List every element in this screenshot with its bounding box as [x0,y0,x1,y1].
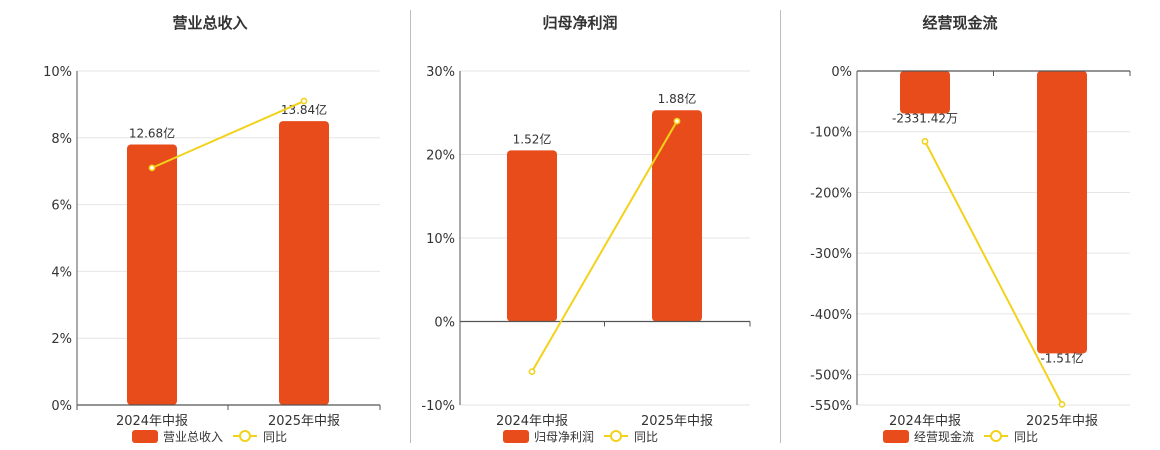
chart-title: 经营现金流 [922,14,997,32]
bar-value-label: 1.88亿 [658,91,697,106]
bar-value-label: 12.68亿 [129,125,175,140]
legend-line-label: 同比 [634,430,658,444]
yoy-point [673,117,681,125]
x-tick-label: 2025年中报 [1026,414,1098,429]
y-tick-label: 10% [426,232,455,247]
yoy-line [924,140,1063,405]
y-tick-label: -550% [810,399,852,414]
legend-line-label: 同比 [1014,430,1038,444]
yoy-line [531,120,678,373]
legend-line-marker [239,430,251,442]
yoy-point [300,97,308,105]
legend-bar-label: 归母净利润 [534,430,594,444]
y-tick-label: 2% [51,332,72,347]
legend-bar-label: 营业总收入 [163,430,223,444]
legend-bar-label: 经营现金流 [914,429,974,444]
yoy-point [921,138,929,145]
y-tick-label: 0% [434,316,455,331]
yoy-point [528,368,536,375]
y-tick-label: 4% [51,265,72,280]
x-tick-label: 2024年中报 [496,414,568,429]
y-tick-label: 8% [51,132,72,147]
bar [652,110,702,322]
bar-value-label: -2331.42万 [892,112,958,126]
legend-bar-swatch [132,430,158,443]
chart-title: 营业总收入 [172,14,247,32]
yoy-line [151,100,305,169]
y-tick-label: -400% [810,308,852,323]
y-tick-label: 10% [43,65,72,80]
panel-divider-1 [410,10,411,443]
y-tick-label: 30% [426,65,455,80]
y-tick-label: 0% [831,65,852,80]
x-tick-label: 2025年中报 [268,414,340,429]
bar [127,144,177,406]
x-tick-label: 2025年中报 [641,414,713,429]
legend-line-marker [610,430,622,442]
y-tick-label: -500% [810,369,852,384]
y-tick-label: -300% [810,247,852,262]
bar [279,121,329,405]
chart-title: 归母净利润 [542,14,617,32]
yoy-point [1058,400,1066,408]
y-tick-label: -200% [810,186,852,201]
panel-divider-2 [780,10,781,443]
legend-line-label: 同比 [263,430,287,444]
y-tick-label: 6% [51,199,72,214]
bar [900,71,950,114]
legend-bar-swatch [883,430,909,443]
bar-value-label: 1.52亿 [513,131,552,146]
y-tick-label: 0% [51,399,72,414]
x-tick-label: 2024年中报 [889,414,961,429]
legend-bar-swatch [503,430,529,443]
y-tick-label: -100% [810,126,852,141]
bar [507,150,557,322]
yoy-point [148,164,156,172]
x-tick-label: 2024年中报 [116,414,188,429]
y-tick-label: -10% [421,399,455,414]
bar-value-label: -1.51亿 [1040,350,1083,365]
y-tick-label: 20% [426,149,455,164]
legend-line-marker [990,430,1002,442]
bar [1037,71,1087,354]
